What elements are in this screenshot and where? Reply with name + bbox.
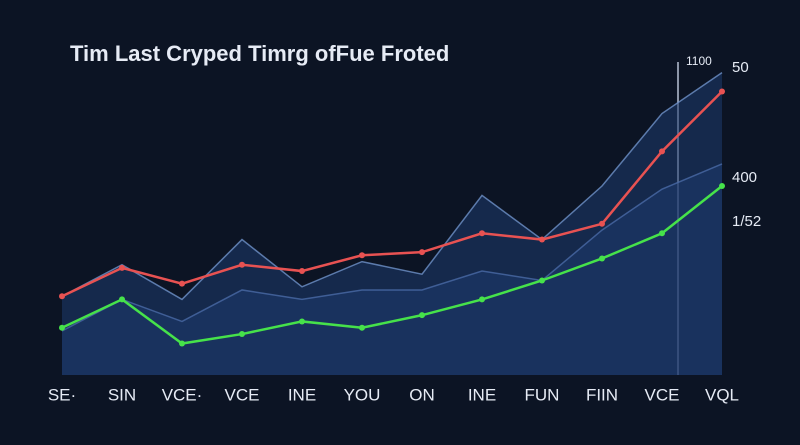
point bbox=[299, 318, 305, 325]
x-tick-label: VCE bbox=[225, 385, 260, 404]
annotation: 1/52 bbox=[732, 213, 761, 230]
point bbox=[299, 268, 305, 275]
point bbox=[599, 220, 605, 227]
x-tick-label: FIIN bbox=[586, 385, 618, 404]
annotation: 50 bbox=[732, 59, 749, 76]
x-tick-label: SE· bbox=[48, 385, 76, 404]
point bbox=[239, 261, 245, 268]
point bbox=[419, 249, 425, 256]
point bbox=[179, 280, 185, 287]
point bbox=[179, 340, 185, 347]
annotation: 400 bbox=[732, 169, 757, 186]
x-tick-label: FUN bbox=[525, 385, 560, 404]
point bbox=[59, 293, 65, 300]
point bbox=[359, 324, 365, 331]
chart-title: Tim Last Cryped Timrg ofFue Froted bbox=[70, 41, 449, 66]
line bbox=[61, 163, 723, 332]
x-tick-label: VQL bbox=[705, 385, 739, 404]
x-tick-label: ON bbox=[409, 385, 435, 404]
point bbox=[119, 296, 125, 303]
point bbox=[539, 236, 545, 243]
x-tick-label: SIN bbox=[108, 385, 136, 404]
annotation: 1100 bbox=[686, 54, 712, 68]
point bbox=[719, 88, 725, 95]
point bbox=[479, 230, 485, 237]
point bbox=[239, 331, 245, 338]
point bbox=[599, 255, 605, 262]
x-tick-label: INE bbox=[288, 385, 316, 404]
line bbox=[61, 185, 723, 345]
point bbox=[359, 252, 365, 259]
area bbox=[62, 163, 722, 375]
point bbox=[479, 296, 485, 303]
point bbox=[59, 324, 65, 331]
line bbox=[61, 71, 723, 301]
line bbox=[61, 90, 723, 298]
point bbox=[539, 277, 545, 284]
point bbox=[119, 264, 125, 271]
x-tick-label: VCE bbox=[645, 385, 680, 404]
x-tick-label: VCE· bbox=[162, 385, 203, 404]
point bbox=[659, 230, 665, 237]
x-tick-label: INE bbox=[468, 385, 496, 404]
point bbox=[419, 312, 425, 319]
point bbox=[719, 183, 725, 189]
x-tick-label: YOU bbox=[344, 385, 381, 404]
point bbox=[659, 148, 665, 155]
